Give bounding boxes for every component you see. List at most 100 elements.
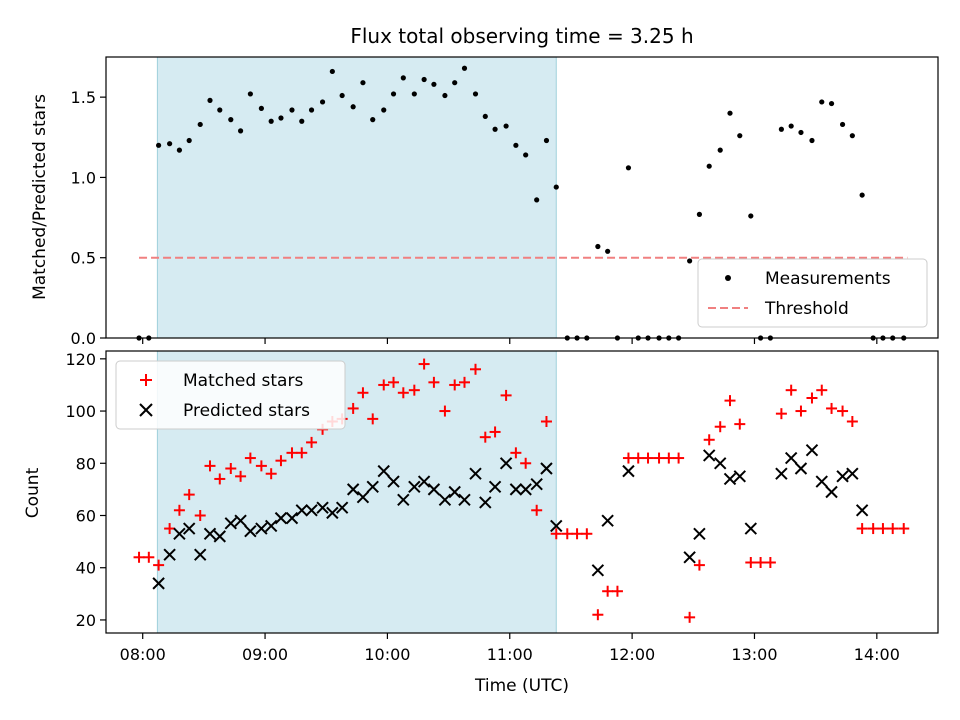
measurement-point xyxy=(217,107,223,113)
matched-star-point xyxy=(571,528,583,540)
measurement-point xyxy=(472,91,479,97)
y-tick-label: 80 xyxy=(76,454,96,473)
predicted-star-point xyxy=(825,485,838,499)
ratio-y-axis-title: Matched/Predicted stars xyxy=(30,94,50,300)
measurement-point xyxy=(788,123,794,129)
measurement-point xyxy=(859,192,865,198)
legend-matched-label: Matched stars xyxy=(183,371,303,391)
matched-stars-points xyxy=(133,358,910,623)
x-tick-label: 13:00 xyxy=(731,645,777,664)
measurement-point xyxy=(167,141,173,147)
predicted-star-stroke-b xyxy=(397,493,410,507)
measurement-point xyxy=(727,110,733,116)
matched-star-point xyxy=(745,557,757,568)
predicted-star-stroke-b xyxy=(488,480,502,493)
predicted-star-point xyxy=(387,475,400,488)
predicted-star-stroke-b xyxy=(723,472,737,486)
measurement-point xyxy=(186,137,192,144)
predicted-star-stroke-b xyxy=(408,480,421,493)
matched-star-point xyxy=(887,523,899,535)
matched-star-point xyxy=(622,452,634,464)
matched-star-point xyxy=(225,463,237,474)
measurement-point xyxy=(778,126,784,132)
measurement-point xyxy=(503,123,509,129)
predicted-star-point xyxy=(255,522,268,535)
predicted-star-point xyxy=(194,548,207,561)
predicted-star-point xyxy=(550,519,563,533)
predicted-star-stroke-b xyxy=(693,527,706,540)
measurement-point xyxy=(492,126,498,132)
predicted-star-point xyxy=(683,551,696,564)
measurement-point xyxy=(228,117,234,123)
predicted-star-point xyxy=(714,457,727,470)
matched-star-point xyxy=(500,389,512,401)
matched-star-point xyxy=(357,387,369,399)
predicted-star-point xyxy=(733,470,746,483)
y-tick-label: 0.0 xyxy=(71,329,96,348)
predicted-star-stroke-b xyxy=(326,506,339,520)
legend-matched-marker xyxy=(140,374,152,386)
predicted-star-point xyxy=(173,527,186,540)
predicted-star-stroke-b xyxy=(622,464,635,478)
matched-star-point xyxy=(133,551,145,563)
measurement-point xyxy=(461,65,468,71)
y-tick-label: 1.5 xyxy=(71,88,96,107)
measurement-point xyxy=(687,258,693,264)
measurement-point xyxy=(381,107,387,113)
predicted-star-point xyxy=(591,564,605,577)
predicted-star-point xyxy=(540,462,553,475)
matched-star-point xyxy=(347,402,359,414)
matched-star-point xyxy=(846,416,858,427)
matched-star-point xyxy=(775,408,787,420)
measurement-point xyxy=(625,165,632,171)
predicted-star-point xyxy=(397,493,410,507)
predicted-star-point xyxy=(417,475,431,488)
matched-star-point xyxy=(795,405,807,417)
matched-star-point xyxy=(592,609,604,621)
measurement-point xyxy=(411,91,417,97)
predicted-star-point xyxy=(326,506,339,520)
measurement-point xyxy=(442,92,448,99)
matched-star-point xyxy=(214,473,226,485)
measurement-point xyxy=(605,248,611,254)
measurement-point xyxy=(319,99,326,105)
predicted-star-point xyxy=(264,519,278,533)
predicted-star-stroke-b xyxy=(387,475,400,488)
matched-star-point xyxy=(714,421,726,433)
predicted-star-stroke-b xyxy=(366,480,379,493)
measurement-point xyxy=(258,105,264,111)
y-tick-label: 1.0 xyxy=(71,168,96,187)
predicted-star-point xyxy=(855,504,869,517)
ratio-x-ticks xyxy=(142,338,878,344)
predicted-star-point xyxy=(305,504,318,517)
y-tick-label: 60 xyxy=(76,507,96,526)
measurement-point xyxy=(197,121,203,128)
predicted-star-stroke-b xyxy=(469,467,482,480)
predicted-star-point xyxy=(427,483,441,496)
predicted-star-point xyxy=(519,483,532,496)
measurement-point xyxy=(809,137,815,144)
predicted-star-stroke-b xyxy=(203,527,217,540)
y-tick-label: 20 xyxy=(76,611,96,630)
predicted-star-stroke-b xyxy=(194,548,207,561)
measurement-points xyxy=(136,65,907,341)
measurement-point xyxy=(513,142,519,148)
legend-measurements-marker xyxy=(725,275,731,281)
predicted-star-stroke-b xyxy=(714,457,727,470)
x-tick-label: 12:00 xyxy=(609,645,655,664)
predicted-star-stroke-b xyxy=(499,457,513,470)
predicted-star-point xyxy=(182,522,196,535)
measurement-point xyxy=(360,80,366,86)
observing-window-rect xyxy=(156,56,557,339)
predicted-star-point xyxy=(244,524,257,538)
matched-star-point xyxy=(397,387,409,399)
matched-star-point xyxy=(479,431,491,443)
matched-star-point xyxy=(388,376,400,388)
ratio-y-axis: 0.0 0.5 1.0 1.5 xyxy=(71,88,106,348)
predicted-star-stroke-b xyxy=(335,501,349,514)
measurement-point xyxy=(737,133,743,139)
predicted-star-point xyxy=(479,496,492,509)
ratio-legend-box xyxy=(697,258,928,328)
predicted-star-stroke-b xyxy=(550,519,563,533)
